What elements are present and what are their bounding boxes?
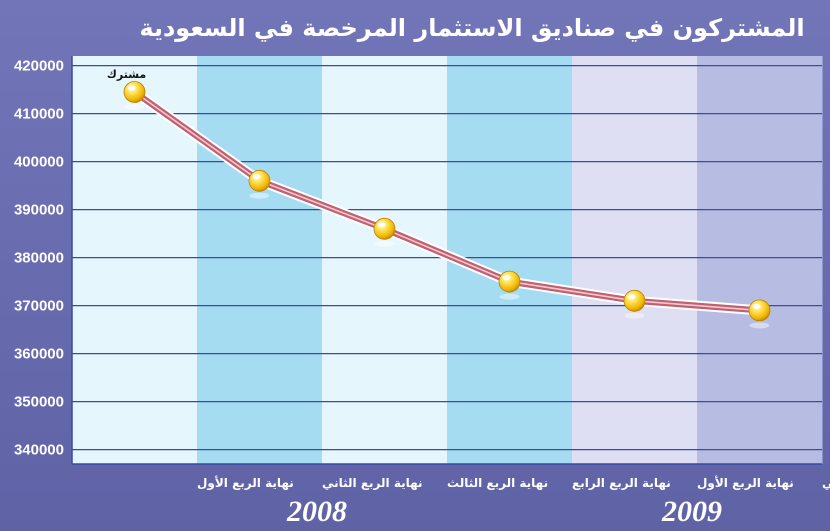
marker-reflection bbox=[374, 240, 395, 247]
band-6 bbox=[697, 56, 823, 464]
marker-reflection bbox=[249, 192, 270, 199]
year-label-2008: 2008 bbox=[286, 495, 347, 528]
marker-highlight bbox=[377, 222, 386, 228]
data-point-marker bbox=[248, 169, 271, 192]
year-labels: 2008 2009 bbox=[286, 495, 722, 528]
data-point-marker bbox=[373, 217, 396, 240]
y-axis-ticks: 420000 410000 400000 390000 380000 370000 3600… bbox=[14, 58, 64, 459]
data-point-marker bbox=[623, 289, 646, 312]
y-tick-label: 380000 bbox=[14, 250, 64, 267]
y-tick-label: 390000 bbox=[14, 202, 64, 219]
data-point-marker bbox=[748, 299, 771, 322]
band-1 bbox=[72, 56, 198, 464]
y-tick-label: 410000 bbox=[14, 106, 64, 123]
y-tick-label: 350000 bbox=[14, 394, 64, 411]
x-tick-label: نهاية الربع الرابع bbox=[572, 476, 671, 490]
band-5 bbox=[572, 56, 698, 464]
y-tick-label: 360000 bbox=[14, 346, 64, 363]
y-tick-label: 340000 bbox=[14, 442, 64, 459]
marker-highlight bbox=[502, 275, 511, 281]
x-tick-label: نهاية الربع الأول bbox=[697, 475, 794, 491]
marker-highlight bbox=[252, 174, 261, 180]
x-tick-label: نهاية الربع الثاني bbox=[322, 476, 423, 490]
marker-reflection bbox=[499, 293, 520, 300]
year-label-2009: 2009 bbox=[661, 495, 722, 528]
gridlines bbox=[71, 56, 822, 465]
data-point-marker bbox=[498, 270, 521, 293]
y-tick-label: 370000 bbox=[14, 298, 64, 315]
data-point-marker bbox=[123, 81, 146, 103]
marker-highlight bbox=[627, 294, 636, 300]
series-line-highlight bbox=[134, 91, 760, 312]
x-axis-ticks: نهاية الربع الأول نهاية الربع الثاني نهاية… bbox=[197, 475, 830, 491]
x-tick-label: نهاية الربع الثاني bbox=[822, 476, 830, 490]
y-tick-label: 400000 bbox=[14, 154, 64, 171]
x-tick-label: نهاية الربع الأول bbox=[197, 475, 294, 491]
plot-bands bbox=[72, 56, 823, 464]
band-3 bbox=[322, 56, 448, 464]
series-line-group: مشترك bbox=[107, 68, 771, 329]
x-tick-label: نهاية الربع الثالث bbox=[447, 476, 548, 490]
y-tick-label: 420000 bbox=[14, 58, 64, 75]
chart-title: المشتركون في صناديق الاستثمار المرخصة في… bbox=[139, 14, 804, 42]
marker-highlight bbox=[127, 85, 136, 91]
marker-reflection bbox=[624, 312, 645, 319]
marker-reflection bbox=[749, 322, 770, 329]
marker-highlight bbox=[752, 303, 761, 309]
band-2 bbox=[197, 56, 323, 464]
series-name-label: مشترك bbox=[107, 68, 146, 81]
marker-reflection bbox=[124, 104, 145, 110]
